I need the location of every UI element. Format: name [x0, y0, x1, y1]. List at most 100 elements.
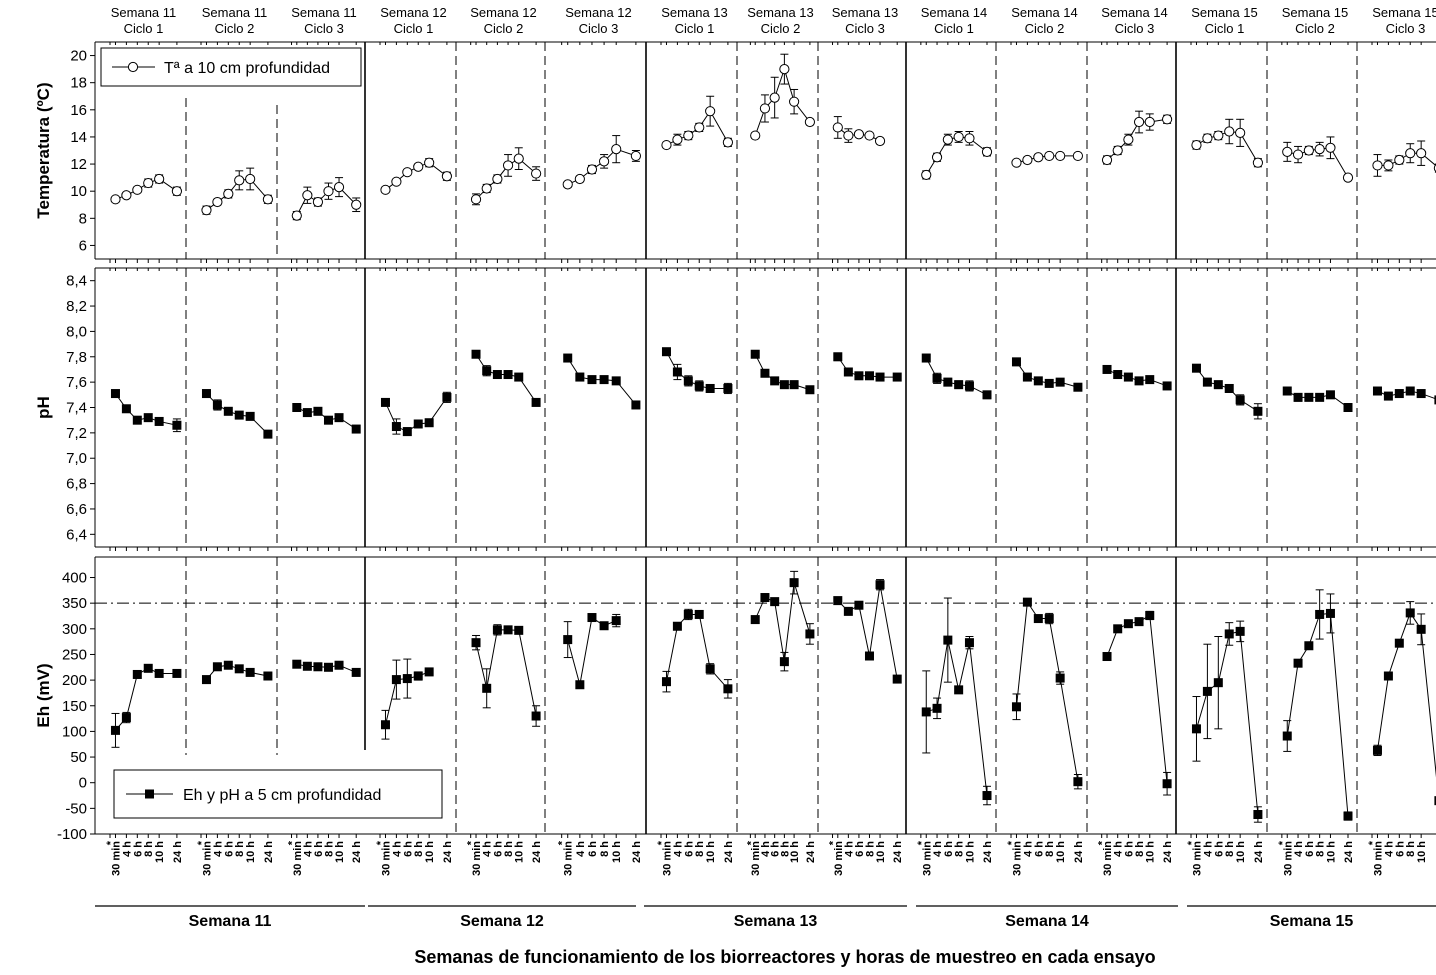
data-point — [1314, 144, 1325, 155]
y-tick-label: 400 — [62, 570, 87, 587]
data-point — [1202, 377, 1212, 387]
sample-time-label: 30 min — [292, 841, 304, 876]
data-point — [1112, 145, 1123, 156]
data-point — [1044, 614, 1054, 624]
data-point — [1372, 745, 1382, 755]
data-point — [263, 671, 273, 681]
data-point — [154, 173, 165, 185]
data-point — [424, 418, 434, 428]
data-point — [921, 707, 931, 717]
sample-time-label: 30 min — [1102, 841, 1114, 876]
sample-time-label: 8 h — [234, 841, 246, 857]
cycle-header-week: Semana 12 — [565, 5, 632, 20]
sample-time-label: 6 h — [770, 841, 782, 857]
sample-time-label: 30 min — [1282, 841, 1294, 876]
sample-time-label: 4 h — [121, 841, 133, 857]
data-point — [503, 370, 513, 380]
data-point — [683, 376, 693, 386]
series-cycle-1 — [110, 173, 182, 205]
sample-time-label: 4 h — [1383, 841, 1395, 857]
data-point — [1405, 148, 1416, 159]
data-point — [599, 375, 609, 385]
data-point — [1235, 626, 1245, 636]
data-point — [1145, 375, 1155, 385]
sample-time-label: 10 h — [334, 841, 346, 863]
cycle-header-cycle: Ciclo 3 — [579, 21, 619, 36]
cycle-header-cycle: Ciclo 2 — [484, 21, 524, 36]
data-point — [563, 353, 573, 363]
data-point — [1416, 624, 1426, 634]
week-group-label: Semana 15 — [1270, 913, 1354, 930]
sample-time-label: 24 h — [1253, 841, 1265, 863]
cycle-header-cycle: Ciclo 1 — [124, 21, 164, 36]
series-line — [1376, 611, 1436, 778]
sample-time-label: 4 h — [1113, 841, 1125, 857]
sample-time-label: 8 h — [954, 841, 966, 857]
sample-time-label: * — [745, 840, 757, 845]
sample-time-label: 8 h — [1315, 841, 1327, 857]
data-point — [482, 683, 492, 693]
data-point — [1434, 395, 1436, 405]
data-point — [380, 397, 390, 407]
sample-time-label: 30 min — [1011, 841, 1023, 876]
data-point — [402, 674, 412, 684]
data-point — [442, 392, 452, 402]
data-point — [302, 408, 312, 418]
sample-time-label: 6 h — [1394, 841, 1406, 857]
sample-time-label: 6 h — [1304, 841, 1316, 857]
data-point — [234, 410, 244, 420]
data-point — [672, 621, 682, 631]
data-point — [132, 669, 142, 679]
data-point — [964, 381, 974, 391]
sample-time-label: 10 h — [611, 841, 623, 863]
sample-time-label: 10 h — [1416, 841, 1428, 863]
data-point — [694, 381, 704, 391]
series-cycle-7 — [661, 95, 734, 151]
legend-label: Eh y pH a 5 cm profundidad — [183, 787, 381, 804]
data-point — [943, 377, 953, 387]
cycle-header-week: Semana 14 — [1011, 5, 1078, 20]
y-tick-label: 7,6 — [66, 374, 87, 391]
series-line — [1286, 612, 1349, 817]
data-point — [954, 685, 964, 695]
sample-time-label: 6 h — [854, 841, 866, 857]
sample-time-label: 24 h — [351, 841, 363, 863]
data-point — [843, 367, 853, 377]
series-line — [1015, 600, 1079, 782]
data-point — [598, 156, 610, 167]
y-tick-label: 20 — [70, 48, 87, 65]
data-point — [1191, 139, 1202, 151]
sample-time-label: 10 h — [514, 841, 526, 863]
series-cycle-4 — [380, 391, 452, 437]
data-point — [694, 122, 705, 133]
sample-time-label: 10 h — [1145, 841, 1157, 863]
data-point — [587, 613, 597, 623]
y-tick-label: 14 — [70, 129, 87, 146]
sample-time-label: 30 min — [471, 841, 483, 876]
data-point — [932, 703, 942, 713]
data-point — [302, 661, 312, 671]
cycle-header-week: Semana 13 — [832, 5, 899, 20]
y-tick-label: 100 — [62, 723, 87, 740]
series-cycle-12 — [1101, 110, 1173, 166]
sample-time-label: * — [828, 840, 840, 845]
series-cycle-6 — [563, 353, 641, 410]
data-point — [611, 376, 621, 386]
data-point — [1282, 731, 1292, 741]
data-point — [1405, 386, 1415, 396]
y-tick-label: 6 — [79, 237, 87, 254]
data-point — [1113, 624, 1123, 634]
series-cycle-5 — [470, 147, 542, 206]
series-cycle-15 — [1372, 386, 1436, 405]
data-point — [171, 186, 182, 197]
series-line — [1106, 614, 1168, 784]
series-cycle-3 — [291, 177, 362, 221]
data-point — [1033, 152, 1044, 163]
sample-time-label: 24 h — [1162, 841, 1174, 863]
data-point — [245, 411, 255, 421]
data-point — [1282, 146, 1293, 157]
data-point — [1304, 392, 1314, 402]
sample-time-label: 4 h — [760, 841, 772, 857]
